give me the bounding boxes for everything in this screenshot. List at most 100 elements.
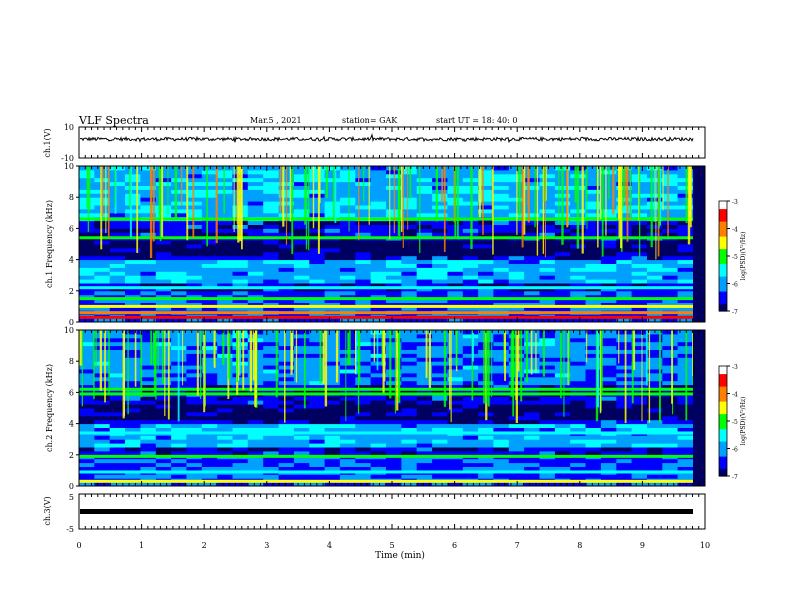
spectrogram-cell (416, 474, 433, 479)
spectrogram-cell (370, 443, 387, 448)
spectrogram-cell (309, 427, 326, 432)
spectrogram-cell (478, 275, 494, 280)
spectrogram-cell (339, 369, 356, 374)
spectrogram-cell (647, 435, 663, 440)
spectrogram-cell (401, 197, 418, 202)
spectrogram-cell (401, 447, 418, 452)
spectrogram-cell (447, 353, 464, 358)
spectrogram-cell (447, 447, 464, 452)
spectrogram-cell (570, 384, 586, 389)
spectrogram-cell (140, 271, 157, 276)
spectrogram-cell (662, 294, 679, 300)
spectrogram-sferic (105, 166, 107, 233)
spectrogram-cell (462, 337, 479, 343)
spectrogram-cell (647, 450, 663, 456)
spectrogram-sferic (625, 166, 628, 206)
spectrogram-sferic (653, 166, 655, 222)
colorbar-cell (719, 381, 727, 385)
spectrogram-cell (585, 482, 602, 487)
spectrogram-cell (493, 267, 510, 272)
spectrogram-cell (94, 263, 111, 268)
spectrogram-cell (554, 404, 571, 409)
spectrogram-cell (94, 302, 111, 307)
spectrogram-cell (585, 330, 602, 335)
spectrogram-sferic (303, 330, 306, 409)
spectrogram-cell (647, 306, 663, 311)
spectrogram-cell (616, 341, 633, 347)
spectrogram-cell (155, 466, 172, 471)
spectrogram-sferic (157, 330, 159, 370)
spectrogram-cell (293, 474, 310, 479)
spectrogram-cell (171, 462, 187, 467)
spectrogram-cell (140, 345, 157, 350)
spectrogram-cell (278, 341, 295, 347)
spectrogram-cell (263, 408, 279, 413)
spectrogram-cell (401, 474, 418, 479)
spectrogram-cell (585, 435, 602, 440)
spectrogram-cell (401, 435, 418, 440)
spectrogram-cell (263, 177, 279, 183)
spectrogram-cell (171, 306, 187, 311)
spectrogram-cell (432, 251, 448, 257)
spectrogram-cell (171, 298, 187, 303)
spectrogram-cell (293, 279, 310, 284)
spectrogram-cell (524, 169, 540, 175)
spectrogram-cell (339, 212, 356, 218)
spectrogram-cell (94, 384, 111, 389)
spectrogram-sferic (129, 166, 131, 208)
spectrogram-cell (309, 279, 326, 284)
spectrogram-cell (109, 353, 126, 358)
spectrogram-cell (662, 419, 679, 425)
spectrogram-cell (585, 290, 602, 296)
spectrogram-cell (186, 415, 203, 421)
spectrogram-cell (339, 443, 356, 448)
spectrogram-cell (186, 404, 203, 409)
spectrogram-cell (155, 259, 172, 264)
spectrogram-cell (432, 427, 448, 432)
spectrogram-cell (186, 318, 203, 323)
spectrogram-cell (447, 275, 464, 280)
spectrogram-cell (370, 415, 387, 421)
spectrogram-cell (217, 427, 233, 432)
spectrogram-cell (539, 294, 556, 300)
spectrogram-cell (263, 361, 279, 366)
spectrogram-cell (508, 247, 525, 253)
spectrogram-cell (339, 275, 356, 280)
spectrogram-cell (508, 462, 525, 467)
spectrogram-cell (339, 189, 356, 194)
spectrogram-sferic (89, 166, 91, 212)
spectrogram-cell (386, 275, 402, 280)
spectrogram-cell (647, 439, 663, 444)
spectrogram-cell (125, 458, 141, 464)
spectrogram-cell (278, 415, 295, 421)
spectrogram-cell (125, 193, 141, 198)
spectrogram-cell (201, 369, 218, 374)
spectrogram-cell (570, 396, 586, 401)
spectrogram-cell (647, 380, 663, 386)
spectrogram-cell (416, 294, 433, 300)
spectrogram-cell (631, 333, 648, 339)
spectrogram-cell (94, 380, 111, 386)
spectrogram-cell (217, 380, 233, 386)
spectrogram-cell (570, 415, 586, 421)
spectrogram-cell (79, 411, 95, 417)
spectrogram-cell (416, 247, 433, 253)
spectrogram-cell (616, 357, 633, 362)
spectrogram-cell (94, 411, 111, 417)
spectrogram-cell (677, 283, 694, 288)
spectrogram-cell (478, 450, 494, 456)
spectrogram-cell (677, 240, 694, 245)
colorbar-cell (719, 228, 727, 232)
spectrogram-cell (631, 271, 648, 276)
spectrogram-cell (247, 212, 264, 218)
spectrogram-sferic (623, 166, 625, 198)
spectrogram-cell (293, 208, 310, 214)
spectrogram-cell (125, 166, 141, 171)
spectrogram-cell (401, 228, 418, 233)
spectrogram-cell (432, 408, 448, 413)
spectrogram-cell (508, 255, 525, 261)
spectrogram-sferic (127, 330, 129, 415)
colorbar-cell (719, 283, 727, 287)
spectrogram-cell (432, 353, 448, 358)
spectrogram-cell (155, 427, 172, 432)
